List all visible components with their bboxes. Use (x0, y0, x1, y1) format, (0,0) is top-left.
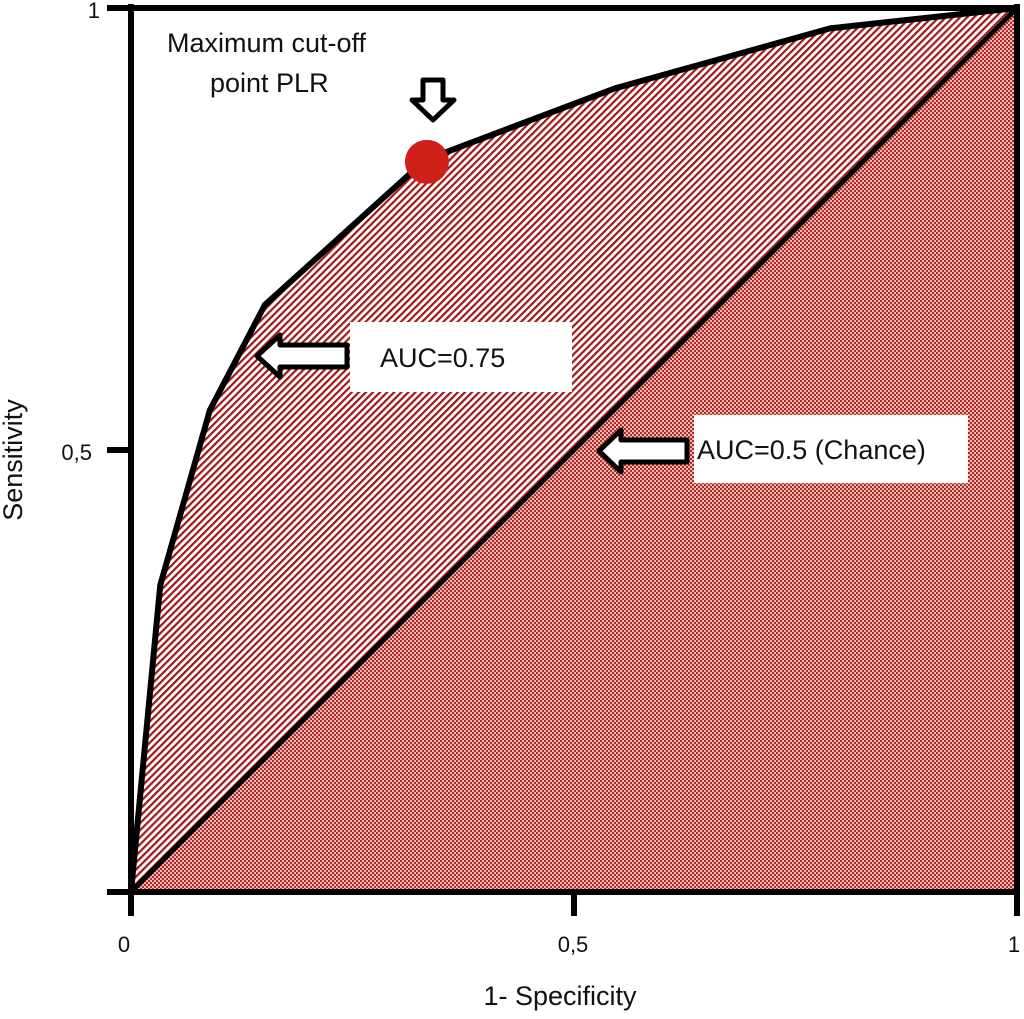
left-arrow-icon (596, 427, 690, 475)
x-tick-label: 0 (118, 932, 130, 957)
max-cutoff-point (404, 139, 449, 184)
x-tick-label: 1 (1008, 932, 1020, 957)
roc-curve-line (128, 5, 1018, 893)
cutoff-annotation-line2: point PLR (210, 68, 329, 98)
left-arrow-icon (254, 332, 350, 380)
axes (107, 4, 1020, 916)
auc-curve-label-box (350, 322, 572, 392)
y-tick-label: 1 (88, 0, 100, 23)
down-arrow-icon (409, 77, 457, 123)
x-tick-label: 0,5 (558, 932, 589, 957)
chance-line (129, 6, 1019, 894)
y-tick-label: 0,5 (61, 440, 92, 465)
cutoff-annotation-line1: Maximum cut-off (167, 28, 367, 58)
y-axis-label: Sensitivity (0, 399, 28, 521)
auc-curve-label: AUC=0.75 (380, 343, 505, 373)
auc-chance-label: AUC=0.5 (Chance) (697, 435, 926, 465)
auc-chance-label-box (694, 415, 968, 483)
x-axis-label: 1- Specificity (483, 981, 637, 1011)
